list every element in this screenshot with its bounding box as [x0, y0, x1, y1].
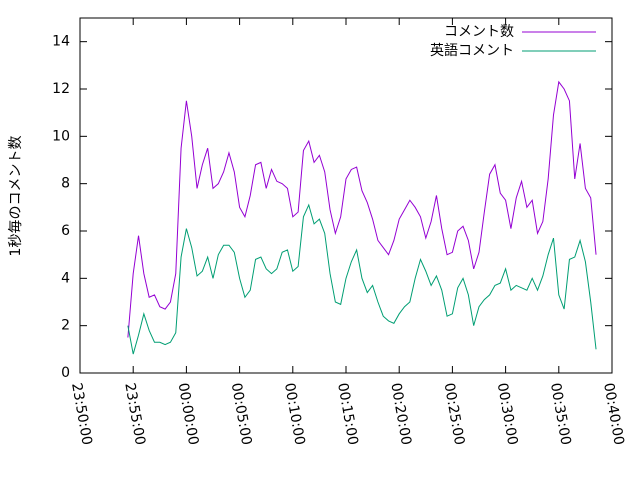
y-tick-label: 10 [52, 128, 70, 144]
x-tick-label: 00:05:00 [228, 382, 255, 447]
legend-label: コメント数 [444, 24, 514, 40]
legend-label: 英語コメント [430, 42, 514, 59]
y-axis-label: 1秒毎のコメント数 [8, 136, 24, 257]
x-tick-label: 00:10:00 [281, 382, 308, 447]
x-tick-label: 00:40:00 [600, 382, 627, 447]
y-tick-label: 4 [61, 270, 70, 286]
series-line [127, 80, 597, 338]
x-tick-label: 00:25:00 [441, 382, 468, 447]
y-tick-label: 8 [61, 176, 70, 192]
x-tick-label: 23:50:00 [68, 382, 95, 447]
y-tick-label: 2 [61, 318, 70, 334]
plot-frame [79, 17, 613, 374]
x-tick-label: 00:00:00 [175, 382, 202, 447]
x-tick-label: 23:55:00 [121, 382, 148, 447]
y-tick-label: 6 [61, 223, 70, 239]
y-tick-label: 0 [61, 365, 70, 381]
y-tick-label: 12 [52, 81, 70, 97]
x-tick-label: 00:35:00 [547, 382, 574, 447]
x-tick-label: 00:15:00 [334, 382, 361, 447]
x-tick-label: 00:30:00 [494, 382, 521, 447]
y-tick-label: 14 [52, 34, 70, 50]
series-line [127, 203, 597, 355]
x-tick-label: 00:20:00 [387, 382, 414, 447]
